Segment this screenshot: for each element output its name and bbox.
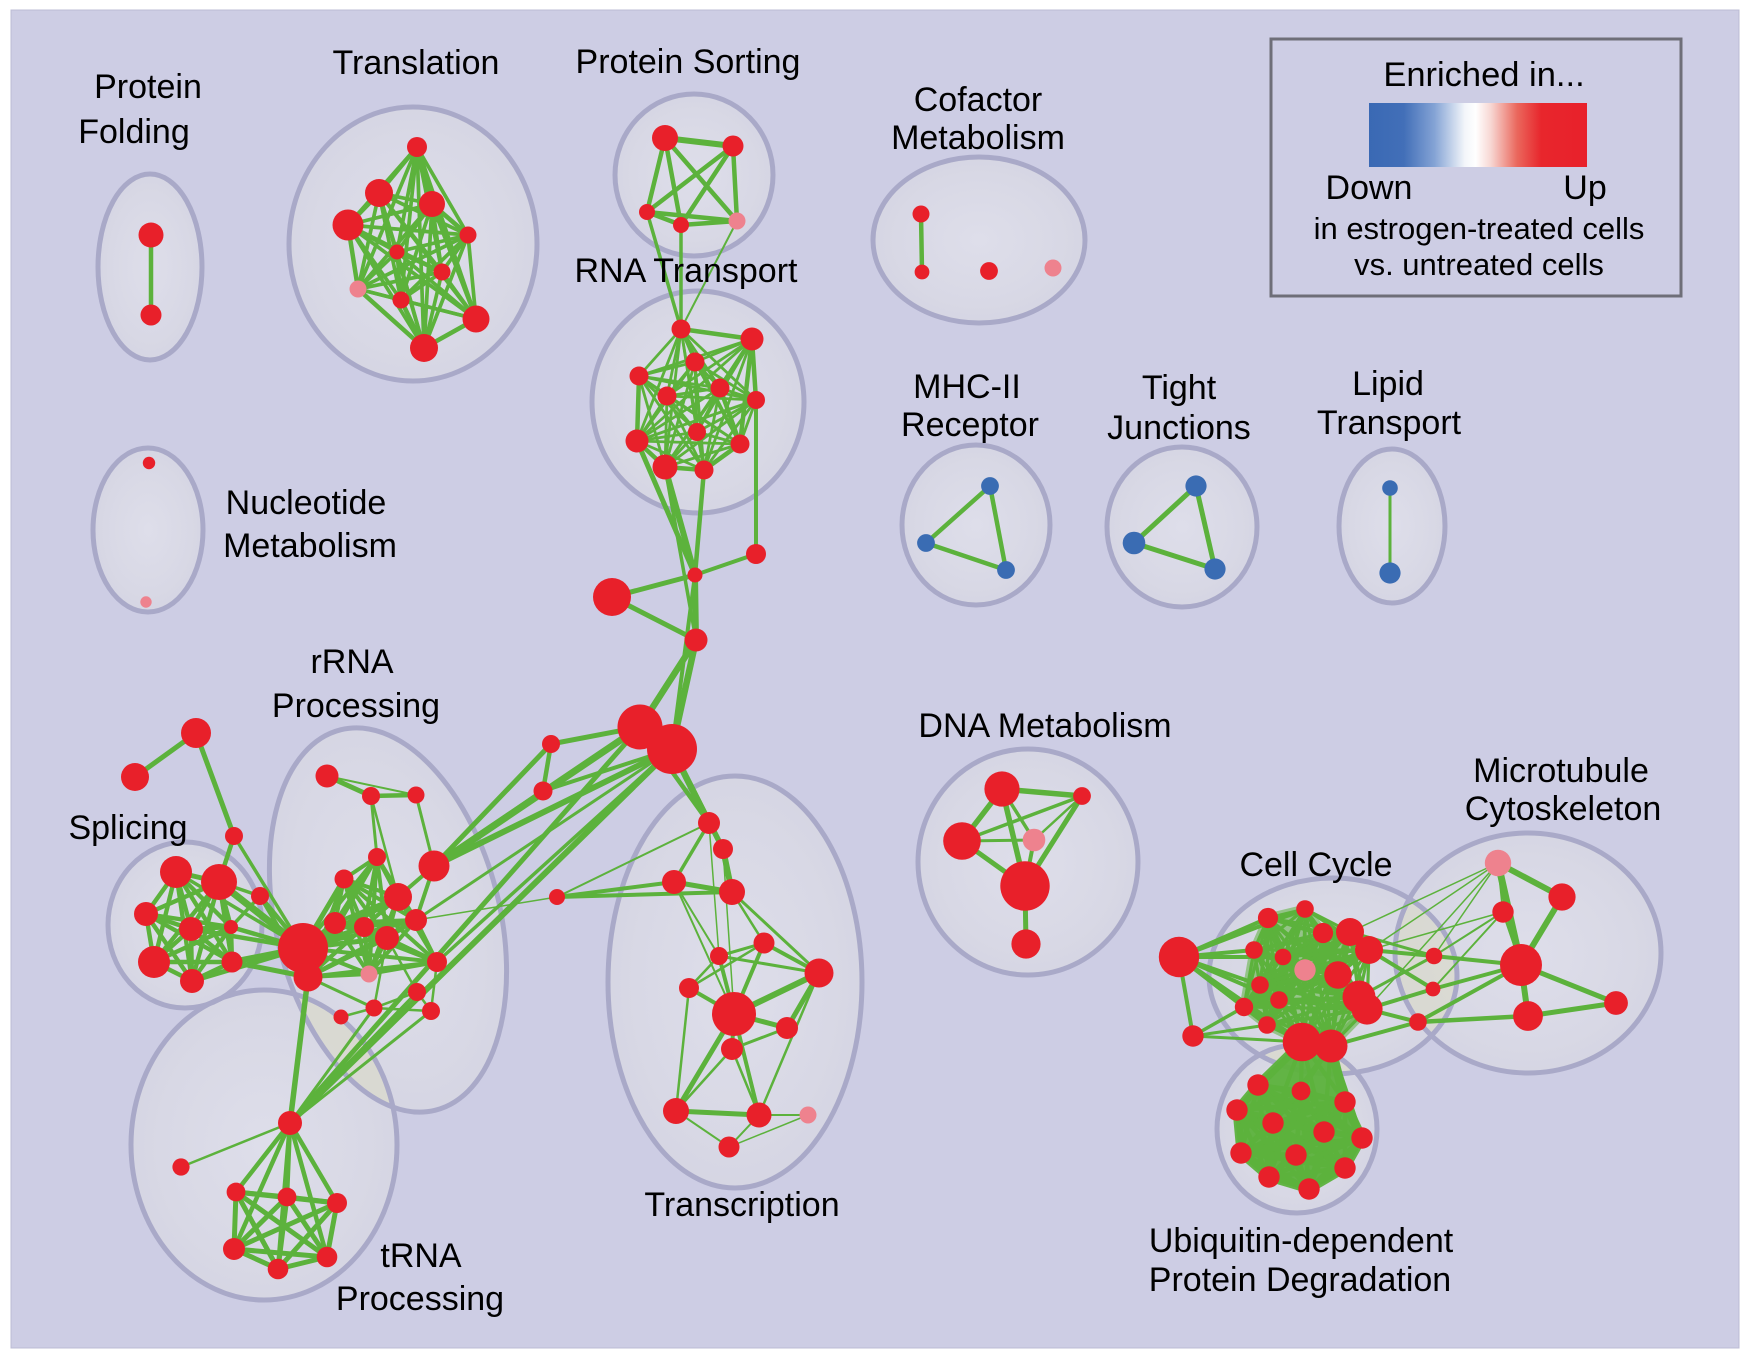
svg-text:Tight: Tight xyxy=(1142,369,1217,407)
svg-text:Up: Up xyxy=(1563,169,1606,207)
svg-text:Translation: Translation xyxy=(333,44,500,82)
svg-text:Receptor: Receptor xyxy=(901,406,1039,444)
svg-text:Metabolism: Metabolism xyxy=(223,527,397,565)
svg-text:Processing: Processing xyxy=(336,1280,504,1318)
svg-text:Protein: Protein xyxy=(94,68,202,106)
svg-text:Processing: Processing xyxy=(272,687,440,725)
svg-text:Metabolism: Metabolism xyxy=(891,119,1065,157)
svg-text:Cytoskeleton: Cytoskeleton xyxy=(1465,790,1662,828)
svg-text:Enriched in...: Enriched in... xyxy=(1383,56,1584,94)
svg-text:Lipid: Lipid xyxy=(1352,365,1424,403)
svg-text:Microtubule: Microtubule xyxy=(1473,752,1649,790)
svg-text:vs. untreated cells: vs. untreated cells xyxy=(1354,247,1604,282)
svg-text:RNA Transport: RNA Transport xyxy=(575,252,799,290)
svg-text:Nucleotide: Nucleotide xyxy=(226,484,387,522)
svg-text:Folding: Folding xyxy=(78,113,190,151)
svg-text:MHC-II: MHC-II xyxy=(913,368,1021,406)
svg-text:Ubiquitin-dependent: Ubiquitin-dependent xyxy=(1149,1222,1454,1260)
svg-text:Transcription: Transcription xyxy=(644,1186,839,1224)
svg-text:in estrogen-treated cells: in estrogen-treated cells xyxy=(1314,211,1645,246)
svg-text:Junctions: Junctions xyxy=(1107,409,1251,447)
svg-text:rRNA: rRNA xyxy=(310,643,393,681)
svg-text:Protein Sorting: Protein Sorting xyxy=(576,43,801,81)
svg-text:Protein Degradation: Protein Degradation xyxy=(1149,1261,1451,1299)
svg-text:DNA Metabolism: DNA Metabolism xyxy=(918,707,1171,745)
svg-text:Cell Cycle: Cell Cycle xyxy=(1239,846,1392,884)
svg-text:Cofactor: Cofactor xyxy=(914,81,1043,119)
svg-text:Splicing: Splicing xyxy=(68,809,187,847)
svg-text:tRNA: tRNA xyxy=(380,1237,462,1275)
svg-text:Transport: Transport xyxy=(1317,404,1462,442)
svg-text:Down: Down xyxy=(1326,169,1413,207)
